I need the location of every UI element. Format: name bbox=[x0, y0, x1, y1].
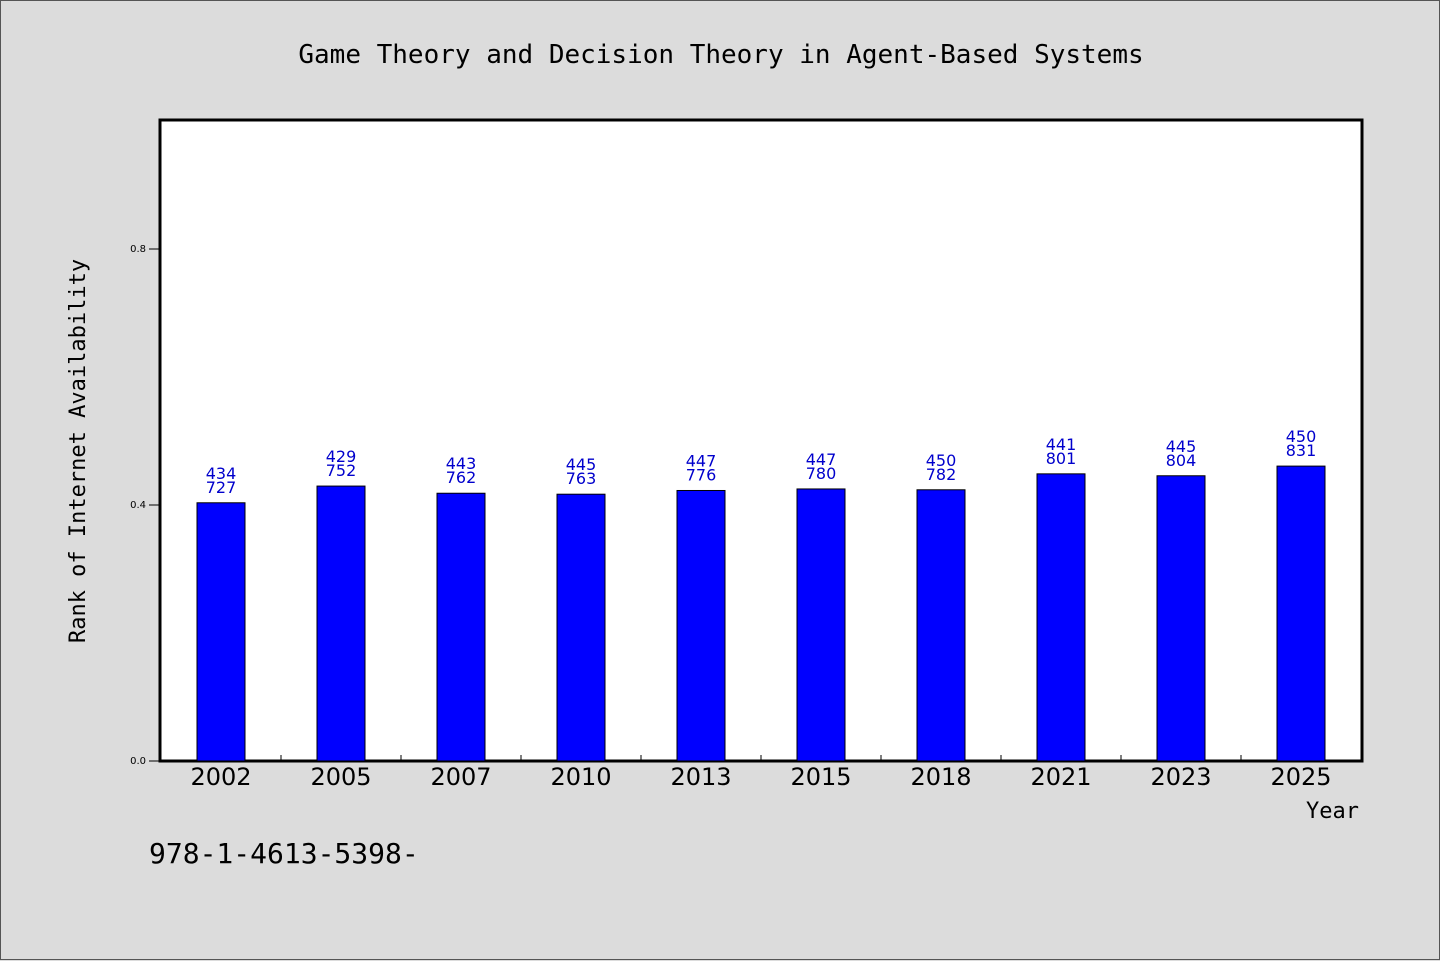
x-axis-label: Year bbox=[1306, 799, 1359, 824]
bar-2007 bbox=[436, 492, 486, 762]
data-label-2013-1: 447 bbox=[686, 451, 717, 470]
x-tick-label-2002: 2002 bbox=[190, 763, 251, 791]
x-tick-label-2021: 2021 bbox=[1030, 763, 1091, 791]
y-tick-label-0.8: 0.8 bbox=[130, 244, 146, 255]
data-label-2010-1: 445 bbox=[566, 455, 597, 474]
bar-2010 bbox=[556, 493, 606, 762]
bar-2018 bbox=[916, 489, 966, 762]
data-label-2013-2: 776 bbox=[686, 465, 717, 484]
labels-group: 4347272002429752200544376220074457632010… bbox=[130, 244, 1331, 791]
data-label-2015-2: 780 bbox=[806, 464, 837, 483]
data-label-2025-2: 831 bbox=[1286, 441, 1317, 460]
y-tick-label-0.4: 0.4 bbox=[130, 500, 146, 511]
data-label-2023-1: 445 bbox=[1166, 437, 1197, 456]
data-label-2018-2: 782 bbox=[926, 465, 957, 484]
data-label-2023-2: 804 bbox=[1166, 451, 1197, 470]
data-label-2005-1: 429 bbox=[326, 447, 357, 466]
footnote-isbn: 978-1-4613-5398- bbox=[149, 837, 419, 870]
y-axis-label: Rank of Internet Availability bbox=[66, 259, 91, 643]
bar-2005 bbox=[316, 485, 366, 762]
bar-2015 bbox=[796, 488, 846, 762]
bar-2023 bbox=[1156, 475, 1206, 762]
data-label-2005-2: 752 bbox=[326, 461, 357, 480]
data-label-2021-2: 801 bbox=[1046, 449, 1077, 468]
bars-group bbox=[196, 465, 1326, 762]
data-label-2007-2: 762 bbox=[446, 468, 477, 487]
ticks-group bbox=[149, 248, 1242, 762]
bar-2002 bbox=[196, 502, 246, 762]
data-label-2010-2: 763 bbox=[566, 469, 597, 488]
x-tick-label-2007: 2007 bbox=[430, 763, 491, 791]
data-label-2015-1: 447 bbox=[806, 450, 837, 469]
x-tick-label-2023: 2023 bbox=[1150, 763, 1211, 791]
data-label-2002-1: 434 bbox=[206, 464, 237, 483]
x-tick-label-2010: 2010 bbox=[550, 763, 611, 791]
bar-2013 bbox=[676, 489, 726, 762]
data-label-2018-1: 450 bbox=[926, 451, 957, 470]
x-tick-label-2005: 2005 bbox=[310, 763, 371, 791]
x-tick-label-2025: 2025 bbox=[1270, 763, 1331, 791]
data-label-2025-1: 450 bbox=[1286, 427, 1317, 446]
x-tick-label-2015: 2015 bbox=[790, 763, 851, 791]
data-label-2002-2: 727 bbox=[206, 478, 237, 497]
bar-2025 bbox=[1276, 465, 1326, 762]
data-label-2021-1: 441 bbox=[1046, 435, 1077, 454]
bar-2021 bbox=[1036, 473, 1086, 762]
data-label-2007-1: 443 bbox=[446, 454, 477, 473]
chart-title: Game Theory and Decision Theory in Agent… bbox=[298, 40, 1143, 70]
x-tick-label-2018: 2018 bbox=[910, 763, 971, 791]
x-tick-label-2013: 2013 bbox=[670, 763, 731, 791]
y-tick-label-0.0: 0.0 bbox=[130, 756, 146, 767]
